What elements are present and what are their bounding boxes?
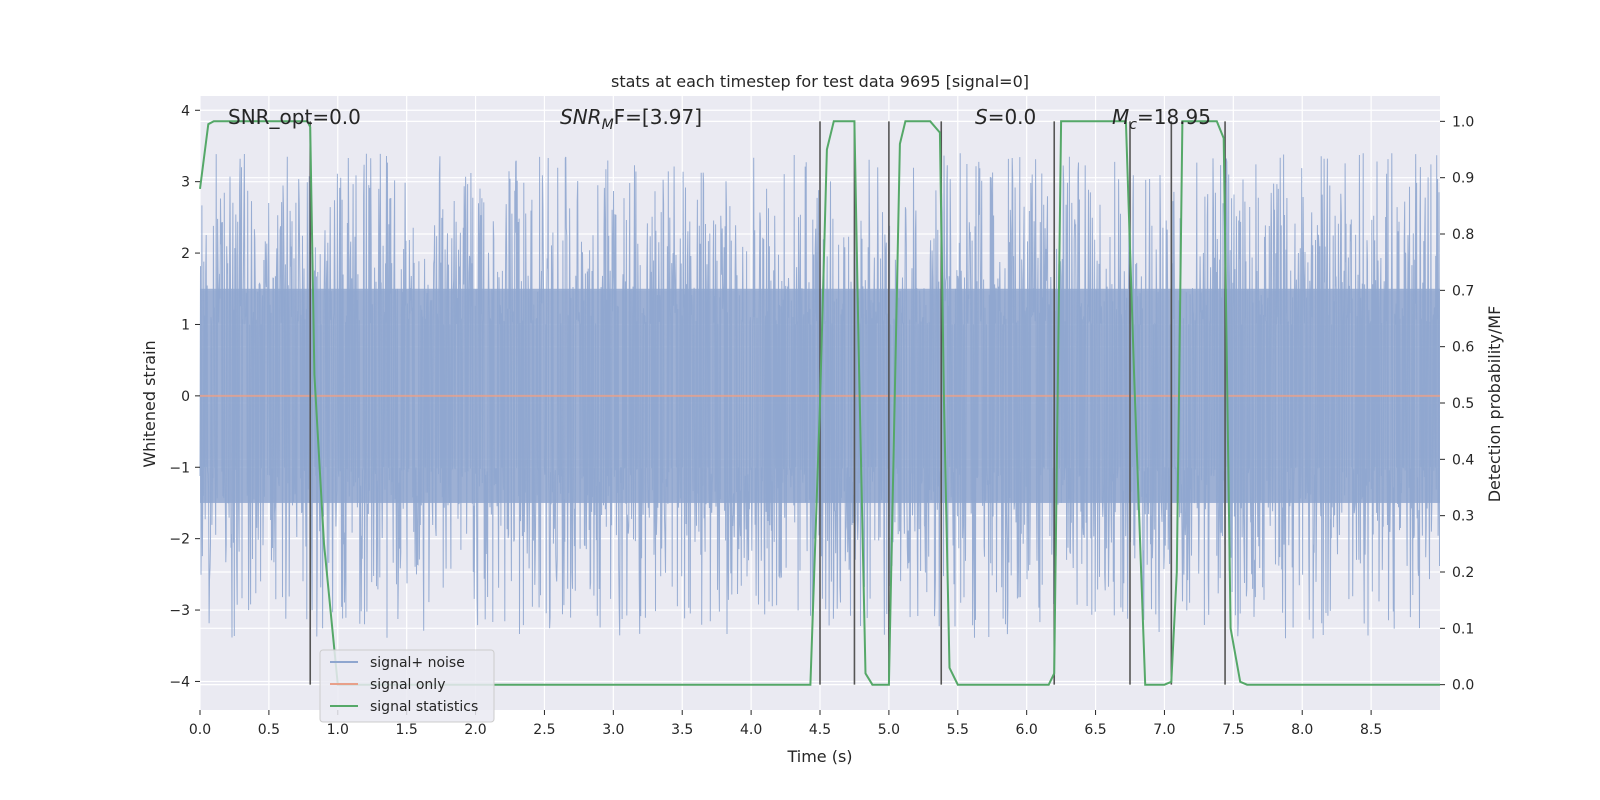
legend-box [319,649,495,723]
x-tick-label: 4.0 [740,722,762,738]
signal-statistics-line [199,120,1440,686]
annotation-snr-mf-base: SNR [560,105,602,129]
x-tick-label: 0.0 [189,722,211,738]
y-tick-label: 0 [181,389,190,405]
legend-label-signal-statistics: signal statistics [370,699,478,715]
x-tick-label: 1.5 [396,722,418,738]
annotation-mc-rest: =18.95 [1137,105,1211,129]
y-tick-label: 1 [181,317,190,333]
x-tick-label: 7.0 [1153,722,1175,738]
x-tick-label: 6.0 [1016,722,1038,738]
x-tick-label: 3.0 [602,722,624,738]
x-tick-label: 8.5 [1360,722,1382,738]
series-signal-statistics [199,120,1440,686]
legend: signal+ noise signal only signal statist… [319,649,495,723]
annotation-snr-mf-sub: M [602,117,614,133]
y2-tick-label: 0.5 [1452,396,1474,412]
y-axis-label: Whitened strain [140,340,159,467]
y2-tick-label: 0.8 [1452,227,1474,243]
annotation-s-italic: S [975,105,988,129]
annotation-s: S=0.0 [975,105,1036,129]
annotation-mc: Mc=18.95 [1112,105,1211,133]
y2-tick-label: 0.7 [1452,283,1474,299]
y-tick-label: 3 [181,175,190,191]
legend-label-signal-noise: signal+ noise [370,655,465,671]
y2-tick-label: 1.0 [1452,114,1474,130]
y2-tick-label: 0.0 [1452,678,1474,694]
x-tick-label: 5.0 [878,722,900,738]
annotation-mc-sub: c [1129,117,1137,133]
x-tick-label: 2.5 [533,722,555,738]
x-tick-label: 3.5 [671,722,693,738]
chart-title: stats at each timestep for test data 969… [611,72,1029,91]
annotation-snr-mf: SNRMF=[3.97] [560,105,702,133]
x-tick-label: 5.5 [947,722,969,738]
y-tick-label: 4 [181,103,190,119]
annotation-snr-opt: SNR_opt=0.0 [228,105,361,129]
y2-tick-label: 0.1 [1452,621,1474,637]
x-axis-label: Time (s) [786,747,852,766]
y-tick-label: −4 [169,674,190,690]
legend-label-signal-only: signal only [370,677,445,693]
x-tick-label: 8.0 [1291,722,1313,738]
x-tick-label: 4.5 [809,722,831,738]
y2-tick-label: 0.3 [1452,509,1474,525]
annotation-s-rest: =0.0 [988,105,1037,129]
annotation-mc-base: M [1112,105,1129,129]
x-tick-label: 2.0 [464,722,486,738]
x-tick-label: 1.0 [327,722,349,738]
annotation-snr-mf-rest: F=[3.97] [614,105,702,129]
y-tick-label: 2 [181,246,190,262]
y2-tick-label: 0.9 [1452,171,1474,187]
y2-axis-label: Detection probability/MF [1485,306,1504,503]
x-tick-label: 7.5 [1222,722,1244,738]
y2-tick-label: 0.6 [1452,340,1474,356]
x-tick-label: 6.5 [1084,722,1106,738]
y-tick-label: −1 [169,460,190,476]
y-tick-label: −3 [169,603,190,619]
y-tick-label: −2 [169,532,190,548]
y2-tick-label: 0.2 [1452,565,1474,581]
tick-labels: 0.0 0.5 1.0 1.5 2.0 2.5 3.0 3.5 4.0 4.5 5.0 5.5 6.0 6… [169,103,1474,738]
x-tick-label: 0.5 [258,722,280,738]
y2-tick-label: 0.4 [1452,452,1474,468]
